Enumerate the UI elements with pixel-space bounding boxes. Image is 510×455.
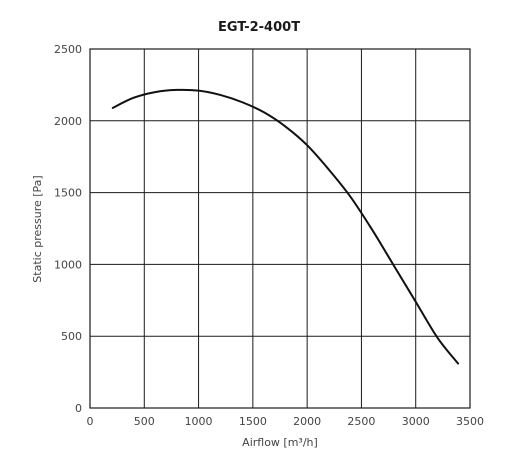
y-tick-label: 0: [75, 402, 82, 415]
x-tick-label: 1500: [239, 415, 267, 428]
x-axis-label: Airflow [m³/h]: [242, 436, 318, 449]
y-axis-label: Static pressure [Pa]: [31, 175, 44, 282]
x-tick-label: 3000: [402, 415, 430, 428]
grid: [89, 48, 471, 409]
x-tick-label: 0: [87, 415, 94, 428]
plot-frame: [89, 48, 471, 409]
y-axis-ticks: 0 500 1000 1500 2000 2500: [54, 43, 82, 415]
y-tick-label: 500: [61, 330, 82, 343]
x-axis-ticks: 0 500 1000 1500 2000 2500 3000 3500: [87, 415, 485, 428]
y-tick-label: 2000: [54, 115, 82, 128]
x-tick-label: 2000: [293, 415, 321, 428]
series-layer: [111, 88, 460, 365]
x-tick-label: 1000: [185, 415, 213, 428]
x-tick-label: 3500: [456, 415, 484, 428]
chart-title: EGT-2-400T: [218, 20, 300, 35]
y-tick-label: 1500: [54, 187, 82, 200]
x-tick-label: 500: [134, 415, 155, 428]
fan-curve-line: [111, 88, 460, 365]
y-tick-label: 1000: [54, 258, 82, 271]
y-tick-label: 2500: [54, 43, 82, 56]
x-tick-label: 2500: [347, 415, 375, 428]
